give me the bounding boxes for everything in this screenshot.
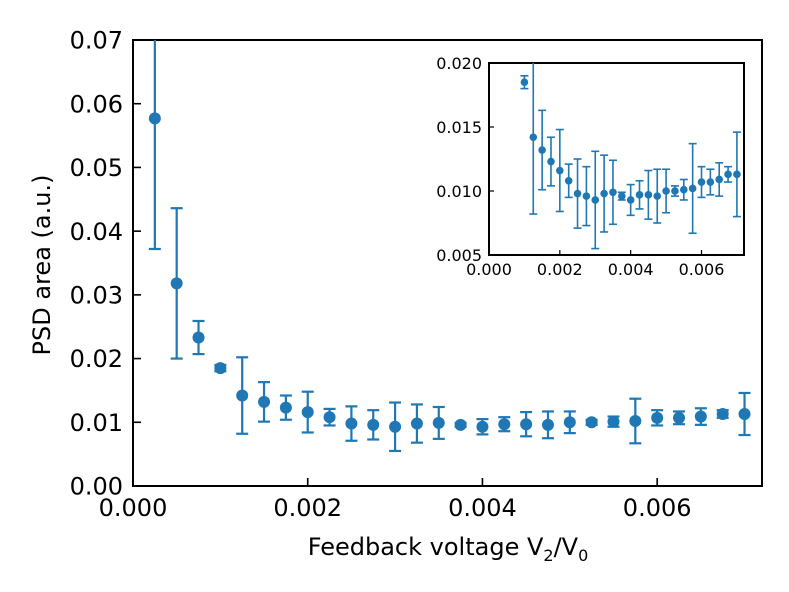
main-x-tick-label: 0.002	[273, 494, 342, 522]
inset-data-point	[600, 189, 608, 198]
inset-frame	[488, 62, 745, 256]
x-axis-label: Feedback voltage V2/V0	[308, 533, 589, 565]
inset-data-point	[573, 189, 582, 198]
main-data-point	[607, 415, 620, 428]
main-points	[148, 40, 751, 453]
inset-data-point	[635, 191, 644, 199]
main-x-tick-label: 0.000	[99, 494, 168, 522]
inset-data-point	[706, 178, 715, 186]
inset-data-point	[679, 185, 688, 194]
inset-data-point	[724, 170, 732, 179]
inset-x-tick-label: 0.004	[608, 260, 654, 279]
main-data-point	[192, 331, 205, 344]
main-data-point	[214, 362, 227, 375]
inset-chart: 0.000 0.002 0.004 0.006 0.005 0.010 0.015 0.020	[436, 54, 745, 279]
main-data-point	[520, 418, 533, 431]
main-data-point	[585, 416, 598, 429]
inset-data-point	[556, 166, 564, 175]
main-data-point	[345, 417, 358, 430]
inset-data-point	[529, 133, 538, 142]
inset-data-point	[626, 196, 635, 204]
inset-data-point	[671, 187, 679, 195]
main-frame	[132, 39, 763, 487]
inset-data-point	[697, 178, 706, 186]
main-data-point	[432, 416, 445, 429]
main-x-tick-label: 0.004	[448, 494, 517, 522]
main-y-tick-label: 0.01	[70, 409, 123, 437]
main-data-point	[454, 418, 467, 431]
main-data-point	[258, 395, 271, 408]
inset-data-point	[582, 192, 591, 200]
inset-data-point	[538, 146, 546, 154]
inset-x-tick-label: 0.002	[537, 260, 583, 279]
inset-data-point	[520, 78, 529, 86]
inset-y-tick-label: 0.010	[436, 182, 482, 201]
inset-y-tick-label: 0.005	[436, 246, 482, 265]
main-data-point	[279, 401, 292, 414]
inset-x-tick-label: 0.000	[466, 260, 512, 279]
inset-data-point	[733, 170, 741, 179]
main-data-point	[301, 406, 314, 419]
main-data-point	[323, 411, 336, 424]
inset-data-point	[618, 192, 626, 200]
main-data-point	[694, 410, 707, 423]
main-y-tick-label: 0.04	[70, 218, 123, 246]
inset-y-tick-label: 0.020	[436, 54, 482, 73]
inset-x-tick-label: 0.006	[679, 260, 725, 279]
main-data-point	[389, 420, 402, 433]
main-y-tick-label: 0.06	[70, 90, 123, 118]
inset-data-point	[653, 192, 662, 200]
main-y-tick-label: 0.05	[70, 154, 123, 182]
main-x-tick-label: 0.006	[623, 494, 692, 522]
inset-data-point	[547, 157, 555, 166]
inset-data-point	[609, 188, 617, 197]
main-data-point	[673, 411, 686, 424]
main-data-point	[563, 416, 576, 429]
main-data-point	[476, 420, 489, 433]
main-data-point	[629, 415, 642, 428]
inset-data-point	[564, 176, 573, 185]
inset-data-point	[688, 184, 697, 193]
inset-data-point	[644, 191, 653, 199]
inset-data-point	[591, 196, 600, 204]
inset-y-tick-label: 0.015	[436, 118, 482, 137]
main-chart: 0.000 0.002 0.004 0.006 0.00 0.01 0.02 0.03 0.04…	[70, 27, 763, 522]
main-y-tick-label: 0.02	[70, 345, 123, 373]
main-data-point	[170, 277, 183, 290]
inset-points	[520, 63, 741, 250]
main-data-point	[148, 112, 161, 125]
main-data-point	[738, 408, 751, 421]
main-y-tick-label: 0.03	[70, 281, 123, 309]
y-axis-label: PSD area (a.u.)	[28, 175, 56, 356]
inset-data-point	[715, 175, 724, 184]
main-data-point	[236, 389, 249, 402]
main-y-tick-label: 0.00	[70, 473, 123, 501]
main-y-tick-label: 0.07	[70, 27, 123, 55]
main-data-point	[498, 418, 511, 431]
main-data-point	[651, 411, 664, 424]
main-data-point	[716, 408, 729, 421]
main-data-point	[367, 418, 380, 431]
inset-data-point	[662, 187, 670, 195]
main-data-point	[410, 417, 423, 430]
main-data-point	[541, 418, 554, 431]
